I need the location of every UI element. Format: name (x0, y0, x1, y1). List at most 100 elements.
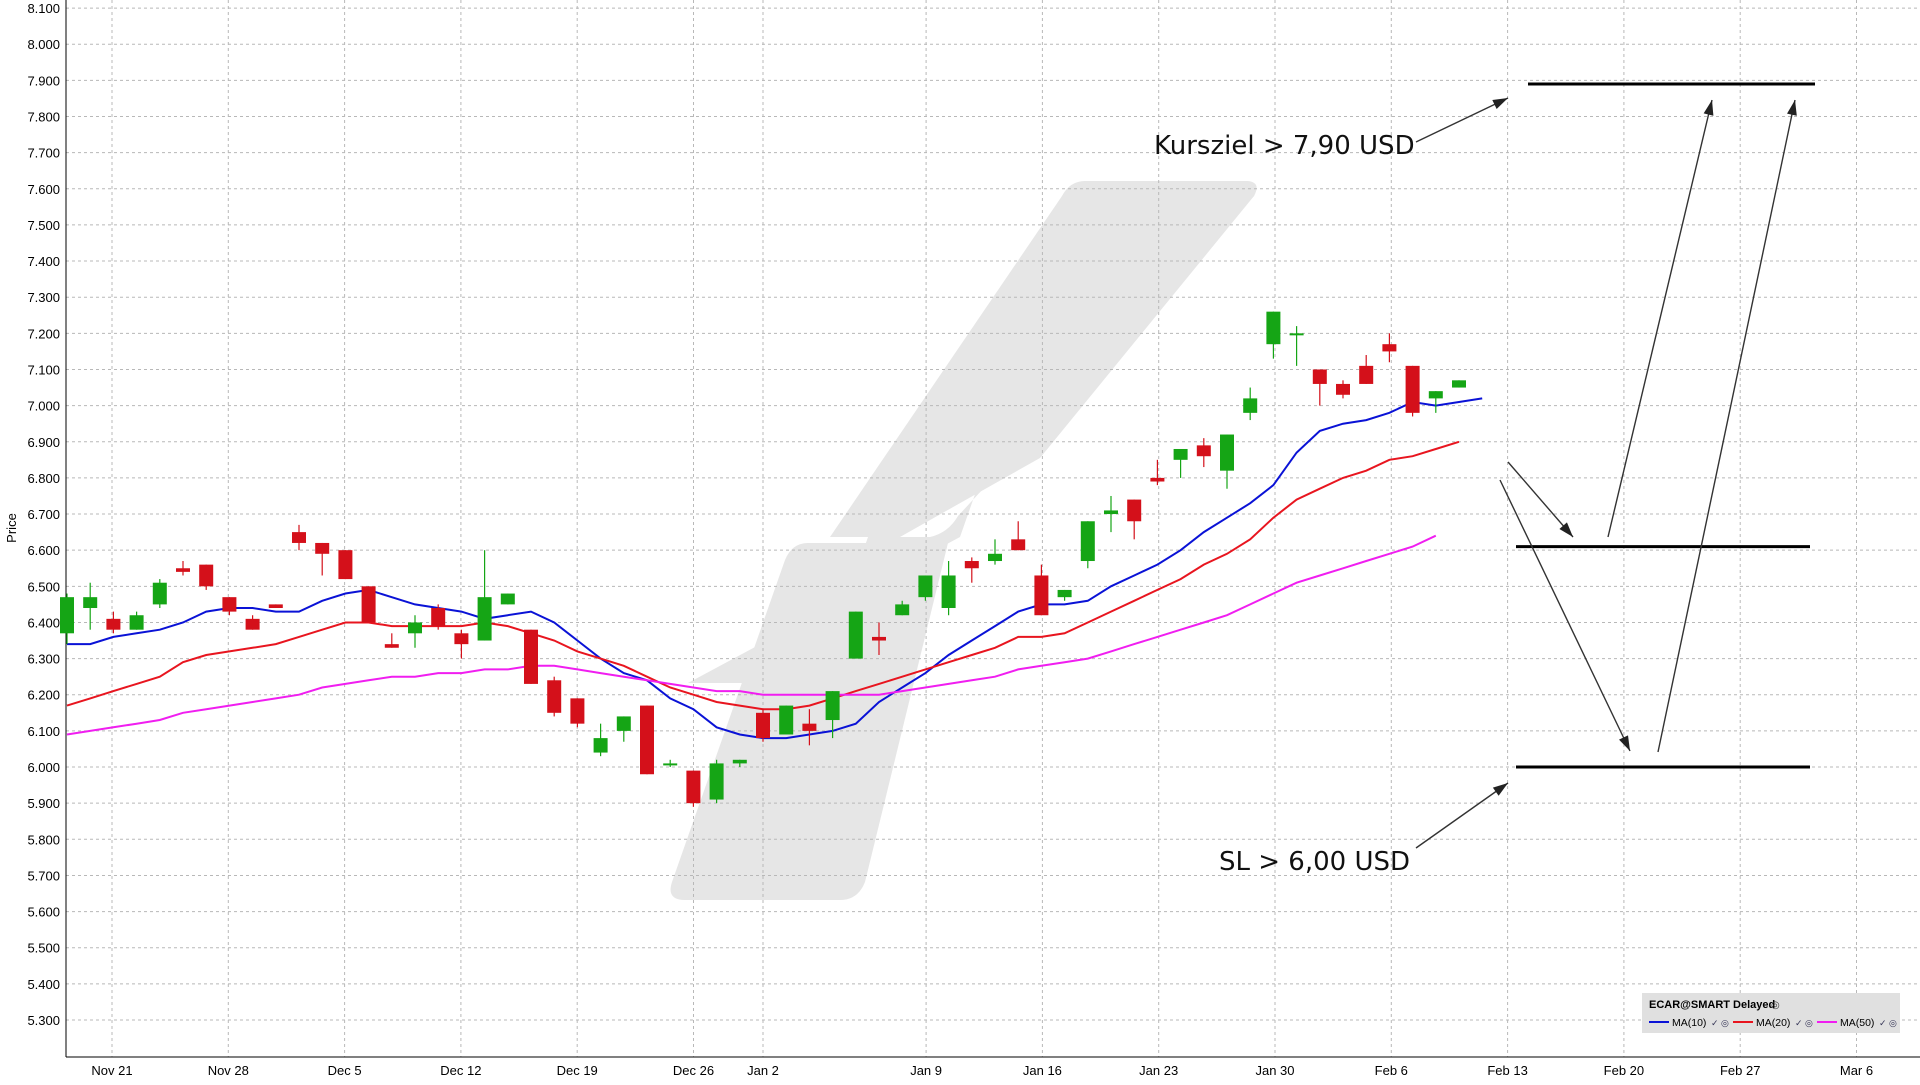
candle-body (245, 618, 260, 630)
y-tick-label: 6.500 (27, 579, 60, 594)
y-tick-label: 6.900 (27, 435, 60, 450)
y-tick-label: 6.300 (27, 652, 60, 667)
y-tick-label: 7.500 (27, 218, 60, 233)
y-axis-label: Price (4, 513, 19, 543)
candle-body (895, 604, 910, 616)
x-tick-label: Mar 6 (1840, 1063, 1873, 1078)
candle-body (292, 532, 306, 543)
candle-body (1150, 477, 1165, 482)
arrowhead (1559, 522, 1573, 537)
x-tick-label: Dec 12 (440, 1063, 481, 1078)
y-tick-label: 5.300 (27, 1013, 60, 1028)
candle-body (1011, 539, 1026, 551)
watermark-shape-upper (830, 181, 1257, 537)
arrow-line (1415, 97, 1509, 143)
candle-body (222, 597, 237, 612)
candle-body (663, 763, 678, 766)
candle-body (1405, 365, 1420, 413)
y-tick-label: 5.500 (27, 941, 60, 956)
arrowhead (1492, 783, 1508, 796)
arrow-line (1415, 782, 1509, 849)
candle-body (616, 716, 631, 731)
candle-body (500, 593, 515, 605)
x-tick-label: Jan 23 (1139, 1063, 1178, 1078)
candle-body (524, 629, 538, 684)
annotation-arrows (1415, 97, 1797, 849)
y-tick-label: 7.700 (27, 146, 60, 161)
candle-body (1312, 369, 1327, 384)
candle-body (1080, 521, 1095, 562)
arrow-line (1507, 461, 1574, 538)
candle-body (709, 763, 724, 800)
arrowhead (1703, 100, 1714, 116)
candle-body (60, 597, 74, 634)
y-tick-label: 7.000 (27, 399, 60, 414)
legend-item-label: MA(20) (1756, 1017, 1790, 1029)
candle-body (779, 705, 794, 735)
y-tick-label: 6.400 (27, 615, 60, 630)
candle-body (1034, 575, 1049, 616)
y-tick-label: 7.400 (27, 254, 60, 269)
candle-body (1220, 434, 1234, 471)
candle-body (199, 564, 214, 587)
arrowhead (1619, 735, 1630, 751)
candle-body (1243, 398, 1258, 413)
arrowhead (1492, 98, 1508, 109)
y-tick-label: 8.000 (27, 37, 60, 52)
candle-body (547, 680, 562, 713)
x-tick-label: Nov 21 (91, 1063, 132, 1078)
candle-body (848, 611, 863, 659)
candle-body (454, 633, 469, 645)
candle-body (338, 550, 353, 580)
x-tick-label: Jan 16 (1023, 1063, 1062, 1078)
candle-body (1127, 499, 1142, 522)
arrowhead (1787, 100, 1797, 116)
candle-body (1452, 380, 1466, 388)
y-tick-label: 6.800 (27, 471, 60, 486)
y-tick-label: 8.100 (27, 1, 60, 16)
candle-body (825, 691, 840, 721)
y-tick-label: 7.900 (27, 73, 60, 88)
candle-body (941, 575, 956, 609)
price-levels (1516, 82, 1815, 769)
y-tick-label: 6.100 (27, 724, 60, 739)
candle-body (1428, 391, 1443, 399)
watermark-logo (670, 181, 1257, 900)
legend: ECAR@SMART Delayed ◎ MA(10) ✓ ◎ MA(20) ✓ ◎ M… (1642, 993, 1900, 1033)
y-tick-label: 7.600 (27, 182, 60, 197)
arrow-line (1499, 479, 1631, 752)
candle-body (431, 608, 446, 627)
candles (60, 311, 1466, 807)
legend-background (1642, 993, 1900, 1033)
candle-body (756, 712, 770, 739)
y-tick-label: 7.200 (27, 326, 60, 341)
candle-body (408, 622, 422, 634)
candle-body (570, 698, 585, 724)
candle-body (268, 604, 283, 609)
stop-loss-label: SL > 6,00 USD (1219, 847, 1410, 877)
legend-item-label: MA(50) (1840, 1017, 1874, 1029)
x-tick-label: Jan 9 (910, 1063, 942, 1078)
legend-item-icons: ✓ ◎ (1711, 1018, 1729, 1028)
x-tick-label: Feb 27 (1720, 1063, 1760, 1078)
candle-body (1104, 510, 1118, 515)
x-tick-label: Dec 5 (328, 1063, 362, 1078)
candle-body (384, 644, 399, 648)
candle-body (988, 553, 1002, 562)
candle-body (152, 582, 167, 605)
y-tick-label: 5.400 (27, 977, 60, 992)
x-tick-label: Dec 26 (673, 1063, 714, 1078)
y-tick-label: 6.200 (27, 688, 60, 703)
y-tick-label: 6.700 (27, 507, 60, 522)
candle-body (872, 636, 886, 641)
candle-body (1382, 344, 1397, 352)
candle-body (106, 618, 121, 630)
legend-items: MA(10) ✓ ◎ MA(20) ✓ ◎ MA(50) ✓ ◎ (1649, 1017, 1897, 1029)
candle-body (964, 561, 979, 569)
candle-body (361, 586, 376, 623)
ma-line (66, 534, 1437, 736)
target-label: Kursziel > 7,90 USD (1154, 131, 1415, 161)
candle-body (176, 568, 190, 572)
candle-body (1359, 365, 1374, 384)
